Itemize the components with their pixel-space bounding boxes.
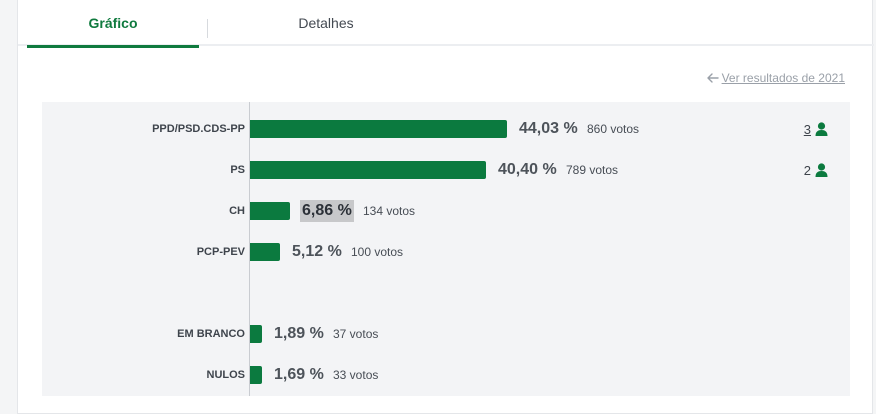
result-bar <box>250 243 280 261</box>
votes-label: 789 votos <box>566 163 619 177</box>
votes-label: 100 votos <box>351 245 404 259</box>
tab-bar: Gráfico Detalhes <box>18 0 874 48</box>
previous-results-label: Ver resultados de 2021 <box>721 71 845 85</box>
result-bar <box>250 366 262 384</box>
party-label: NULOS <box>206 369 246 381</box>
seats-count[interactable]: 3 <box>804 118 828 140</box>
percentage-label: 44,03 % <box>519 120 578 137</box>
tab-detalhes[interactable]: Detalhes <box>298 15 354 31</box>
party-label: PCP-PEV <box>196 246 245 258</box>
chart-axis-line <box>249 102 250 396</box>
votes-label: 860 votos <box>587 122 640 136</box>
person-icon <box>815 163 828 177</box>
party-label: EM BRANCO <box>177 328 245 340</box>
person-icon <box>815 122 828 136</box>
result-bar <box>250 120 507 138</box>
percentage-label: 5,12 % <box>292 243 342 260</box>
arrow-left-icon <box>706 73 719 83</box>
seats-count: 2 <box>804 159 828 181</box>
seats-number[interactable]: 3 <box>803 121 811 137</box>
result-bar <box>250 202 290 220</box>
votes-label: 33 votos <box>333 368 379 382</box>
percentage-label: 40,40 % <box>498 161 557 178</box>
result-row: PCP-PEV 5,12 % 100 votos <box>42 241 850 263</box>
results-card: Gráfico Detalhes Ver resultados de 2021 … <box>17 0 874 414</box>
percentage-label: 6,86 % <box>300 200 354 222</box>
result-row: EM BRANCO 1,89 % 37 votos <box>42 323 850 345</box>
results-chart: PPD/PSD.CDS-PP 44,03 % 860 votos 3 PS 40,40 %… <box>42 102 850 396</box>
votes-label: 134 votos <box>363 204 416 218</box>
result-bar <box>250 325 262 343</box>
party-label: PS <box>230 164 245 176</box>
votes-label: 37 votos <box>333 327 379 341</box>
result-row: PS 40,40 % 789 votos 2 <box>42 159 850 181</box>
result-row: PPD/PSD.CDS-PP 44,03 % 860 votos 3 <box>42 118 850 140</box>
party-label: CH <box>229 205 245 217</box>
previous-results-link[interactable]: Ver resultados de 2021 <box>706 71 845 85</box>
percentage-label: 1,69 % <box>274 366 324 383</box>
result-bar <box>250 161 486 179</box>
party-label: PPD/PSD.CDS-PP <box>152 123 245 135</box>
result-row: CH 6,86 % 134 votos <box>42 200 850 222</box>
tab-divider <box>207 19 208 38</box>
tab-grafico[interactable]: Gráfico <box>27 0 199 48</box>
seats-number: 2 <box>803 162 811 178</box>
result-row: NULOS 1,69 % 33 votos <box>42 364 850 386</box>
percentage-label: 1,89 % <box>274 325 324 342</box>
